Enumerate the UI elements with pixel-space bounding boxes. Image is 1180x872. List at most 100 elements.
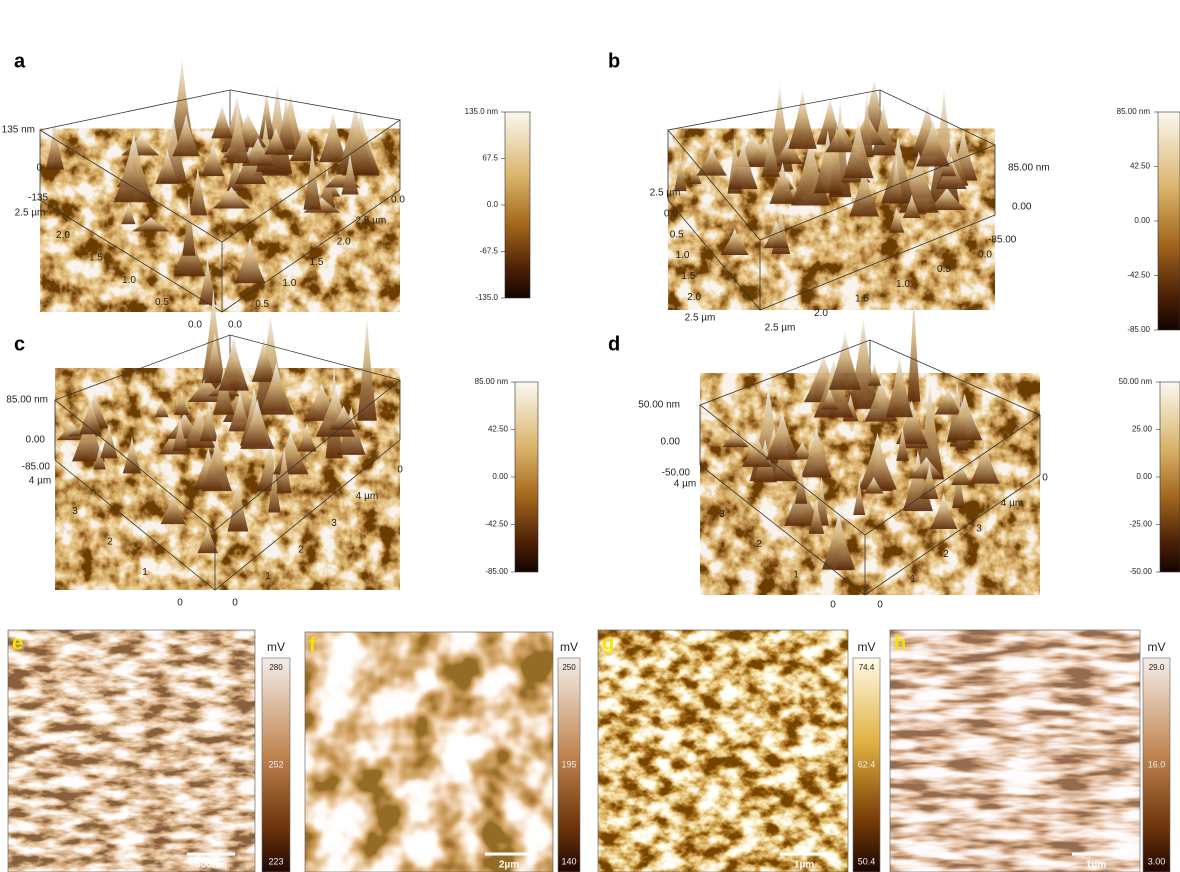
unit-label: mV xyxy=(560,640,578,654)
axis-tick-label: 0 xyxy=(877,600,883,611)
axis-tick-label: 0 xyxy=(397,465,403,476)
panel-label: h xyxy=(894,632,906,654)
axis-tick-label: 1.5 xyxy=(310,257,324,268)
axis-tick-label: 2 xyxy=(943,549,949,560)
colorbar-label: 62.4 xyxy=(858,759,876,769)
scale-bar-label: 2µm xyxy=(499,860,519,871)
colorbar xyxy=(515,382,538,572)
z-tick-label: 85.00 nm xyxy=(1008,163,1050,174)
colorbar-label: 140 xyxy=(561,856,576,866)
unit-label: mV xyxy=(267,640,285,654)
axis-tick-label: 4 µm xyxy=(29,476,51,487)
axis-tick-label: 3 xyxy=(72,506,78,517)
axis-tick-label: 1 xyxy=(910,574,916,585)
colorbar xyxy=(1160,382,1180,572)
z-tick-label: 0 xyxy=(36,163,42,174)
axis-tick-label: 1.0 xyxy=(282,278,296,289)
axis-tick-label: 4 µm xyxy=(674,479,696,490)
map-image xyxy=(8,630,255,872)
colorbar xyxy=(505,112,530,298)
panel-label: b xyxy=(608,50,620,72)
z-tick-label: 135 nm xyxy=(2,125,35,136)
axis-tick-label: 1.5 xyxy=(681,271,695,282)
axis-tick-label: 4 µm xyxy=(1001,498,1023,509)
axis-tick-label: 1.0 xyxy=(122,275,136,286)
axis-tick-label: 1.5 xyxy=(89,252,103,263)
colorbar-label: 42.50 xyxy=(1130,162,1151,171)
colorbar-label: 195 xyxy=(561,759,576,769)
surface-peak xyxy=(848,317,879,409)
colorbar-label: 29.0 xyxy=(1149,663,1165,672)
axis-tick-label: 0.5 xyxy=(937,264,951,275)
axis-tick-label: 0.0 xyxy=(188,320,202,331)
scale-bar-label: 500nm xyxy=(195,860,227,871)
colorbar-label: 3.00 xyxy=(1148,856,1166,866)
axis-tick-label: 1.5 xyxy=(855,293,869,304)
axis-tick-label: 0 xyxy=(177,598,183,609)
colorbar-label: -67.5 xyxy=(480,247,499,256)
colorbar-label: 74.4 xyxy=(859,663,875,672)
map-image xyxy=(598,630,848,872)
axis-tick-label: 0.5 xyxy=(255,299,269,310)
axis-tick-label: 2.0 xyxy=(814,308,828,319)
colorbar-label: -25.00 xyxy=(1129,520,1152,529)
axis-tick-label: 2.5 µm xyxy=(650,188,681,199)
surface-peak xyxy=(907,292,920,402)
colorbar-label: 25.00 xyxy=(1132,425,1153,434)
axis-tick-label: 2 xyxy=(756,539,762,550)
colorbar-label: 42.50 xyxy=(488,425,509,434)
colorbar-label: -42.50 xyxy=(485,520,508,529)
colorbar-label: 16.0 xyxy=(1148,759,1166,769)
panel-label: d xyxy=(608,333,620,355)
z-tick-label: 85.00 nm xyxy=(6,395,48,406)
unit-label: mV xyxy=(858,640,876,654)
axis-tick-label: 0 xyxy=(830,600,836,611)
colorbar-label: 280 xyxy=(269,663,283,672)
colorbar-label: 67.5 xyxy=(482,154,498,163)
z-tick-label: -85.00 xyxy=(988,235,1017,246)
axis-tick-label: 3 xyxy=(976,523,982,534)
axis-tick-label: 2.5 µm xyxy=(355,215,386,226)
axis-tick-label: 2.5 µm xyxy=(15,208,46,219)
axis-tick-label: 0.0 xyxy=(391,195,405,206)
axis-tick-label: 1.0 xyxy=(676,250,690,261)
colorbar-label: 85.00 nm xyxy=(1117,107,1151,116)
axis-tick-label: 1.0 xyxy=(896,279,910,290)
z-tick-label: 0.00 xyxy=(26,435,46,446)
axis-tick-label: 2.0 xyxy=(687,292,701,303)
axis-tick-label: 2.5 µm xyxy=(765,323,796,334)
panel-label: c xyxy=(14,333,25,355)
axis-tick-label: 0.0 xyxy=(664,208,678,219)
axis-tick-label: 4 µm xyxy=(356,491,378,502)
potential-map: e500nmmV280252223 xyxy=(8,630,290,872)
axis-tick-label: 1 xyxy=(265,571,271,582)
colorbar-label: 0.00 xyxy=(1134,216,1150,225)
z-tick-label: -85.00 xyxy=(22,462,51,473)
panel-label: g xyxy=(602,632,614,654)
z-tick-label: 0.00 xyxy=(661,437,681,448)
axis-tick-label: 0.5 xyxy=(155,297,169,308)
z-tick-label: -135 xyxy=(28,193,48,204)
colorbar-label: -85.00 xyxy=(485,567,508,576)
colorbar-label: -85.00 xyxy=(1127,325,1150,334)
unit-label: mV xyxy=(1148,640,1166,654)
potential-map: g1µmmV74.462.450.4 xyxy=(598,630,880,872)
colorbar-label: 0.00 xyxy=(1136,472,1152,481)
z-tick-label: -50.00 xyxy=(662,468,691,479)
colorbar-label: 0.00 xyxy=(492,472,508,481)
axis-tick-label: 0 xyxy=(1042,473,1048,484)
scale-bar-label: 1µm xyxy=(794,860,814,871)
axis-tick-label: 2 xyxy=(107,537,113,548)
axis-tick-label: 2.5 µm xyxy=(685,313,716,324)
axis-tick-label: 0.0 xyxy=(228,320,242,331)
colorbar-label: 223 xyxy=(268,856,283,866)
axis-tick-label: 0 xyxy=(232,598,238,609)
scale-bar-label: 1µm xyxy=(1086,860,1106,871)
axis-tick-label: 2.0 xyxy=(337,236,351,247)
panel-3d: b 85.00 nm 0.00 -85.00 2.5 µm 0.0 0.5 1.0 1.5 2.0… xyxy=(608,50,1180,334)
colorbar xyxy=(1158,112,1180,330)
colorbar-label: 0.0 xyxy=(487,200,499,209)
colorbar-label: -50.00 xyxy=(1129,567,1152,576)
figure: a135 nm0-1352.5 µm2.01.51.00.50.00.00.51… xyxy=(0,0,1180,872)
